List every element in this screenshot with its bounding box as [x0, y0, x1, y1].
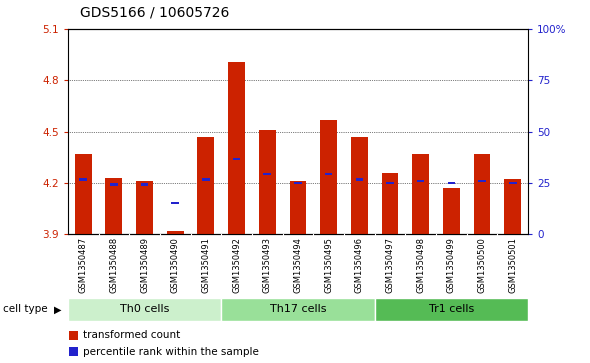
Text: GSM1350492: GSM1350492	[232, 237, 241, 293]
Bar	[443, 188, 460, 234]
Bar	[106, 178, 122, 234]
Bar	[290, 181, 306, 234]
Bar	[509, 182, 516, 184]
Bar	[356, 178, 363, 180]
Text: Th17 cells: Th17 cells	[270, 305, 326, 314]
Bar	[504, 179, 521, 234]
Bar	[167, 231, 183, 234]
Bar	[264, 173, 271, 175]
Text: Tr1 cells: Tr1 cells	[429, 305, 474, 314]
Bar	[68, 298, 221, 321]
Bar	[351, 137, 368, 234]
Text: GSM1350496: GSM1350496	[355, 237, 364, 293]
Bar	[75, 154, 91, 234]
Text: GSM1350497: GSM1350497	[385, 237, 395, 293]
Bar	[172, 202, 179, 204]
Bar	[448, 182, 455, 184]
Text: GSM1350491: GSM1350491	[201, 237, 211, 293]
Text: GSM1350489: GSM1350489	[140, 237, 149, 293]
Bar	[417, 180, 424, 182]
Bar	[386, 182, 394, 184]
Bar	[228, 61, 245, 234]
Bar	[325, 173, 332, 175]
Text: GSM1350499: GSM1350499	[447, 237, 456, 293]
Bar	[382, 172, 398, 234]
Bar	[233, 158, 240, 160]
Bar	[110, 183, 117, 186]
Text: GSM1350487: GSM1350487	[78, 237, 88, 293]
Text: GSM1350501: GSM1350501	[508, 237, 517, 293]
Bar	[412, 154, 429, 234]
Bar	[141, 183, 148, 186]
Text: GSM1350494: GSM1350494	[293, 237, 303, 293]
Text: GSM1350498: GSM1350498	[416, 237, 425, 293]
Bar	[320, 120, 337, 234]
Bar	[70, 347, 78, 356]
Bar	[80, 178, 87, 180]
Bar	[294, 182, 301, 184]
Text: GDS5166 / 10605726: GDS5166 / 10605726	[80, 6, 229, 20]
Text: GSM1350500: GSM1350500	[477, 237, 487, 293]
Text: GSM1350490: GSM1350490	[171, 237, 180, 293]
Bar	[198, 137, 214, 234]
Bar	[478, 180, 486, 182]
Bar	[202, 178, 209, 180]
Bar	[259, 130, 276, 234]
Text: GSM1350495: GSM1350495	[324, 237, 333, 293]
Bar	[375, 298, 528, 321]
Text: percentile rank within the sample: percentile rank within the sample	[83, 347, 259, 356]
Text: GSM1350488: GSM1350488	[109, 237, 119, 293]
Text: GSM1350493: GSM1350493	[263, 237, 272, 293]
Bar	[136, 181, 153, 234]
Text: Th0 cells: Th0 cells	[120, 305, 169, 314]
Bar	[70, 331, 78, 340]
Text: ▶: ▶	[54, 305, 61, 314]
Text: cell type: cell type	[3, 305, 48, 314]
Bar	[474, 154, 490, 234]
Text: transformed count: transformed count	[83, 330, 181, 340]
Bar	[221, 298, 375, 321]
